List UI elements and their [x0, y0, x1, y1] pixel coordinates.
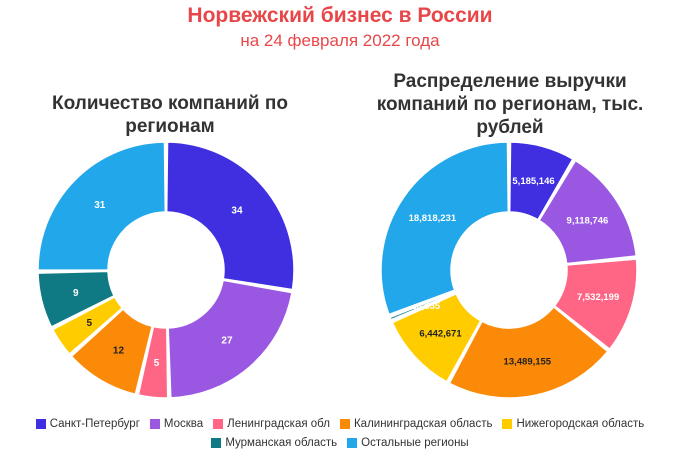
legend-swatch — [347, 437, 358, 448]
legend-label: Нижегородская область — [516, 417, 645, 430]
legend-item-murmansk[interactable]: Мурманская область — [211, 437, 337, 449]
legend: Санкт-Петербург Москва Ленинградская обл… — [0, 414, 680, 452]
slice-label-revenue-2: 7,532,199 — [577, 292, 619, 303]
slice-revenue-0[interactable] — [508, 141, 574, 221]
slice-label-revenue-6: 18,818,231 — [409, 213, 457, 224]
slice-label-companies-4: 5 — [86, 318, 92, 329]
slice-label-companies-2: 5 — [154, 358, 160, 369]
page-title: Норвежский бизнес в России — [187, 4, 493, 27]
legend-row-1: Санкт-Петербург Москва Ленинградская обл… — [0, 414, 680, 433]
slice-revenue-2[interactable] — [553, 258, 638, 351]
legend-item-moscow[interactable]: Москва — [149, 417, 204, 430]
legend-label: Остальные регионы — [361, 436, 469, 449]
slice-companies-2[interactable] — [137, 325, 169, 399]
donut-charts: 34 27 5 12 5 9 31 5,185,146 9,118,746 7,532,199 13… — [37, 141, 638, 399]
legend-swatch — [339, 418, 350, 429]
legend-label: Москва — [163, 417, 204, 430]
legend-item-nizhny[interactable]: Нижегородская область — [502, 418, 644, 430]
legend-item-kaliningrad[interactable]: Калининградская область — [339, 417, 493, 430]
slice-companies-5[interactable] — [37, 270, 116, 328]
slice-label-companies-6: 31 — [94, 200, 106, 211]
slice-companies-4[interactable] — [51, 296, 124, 356]
legend-label: Калининградская область — [353, 417, 493, 430]
legend-swatch — [211, 437, 222, 448]
page-subtitle: на 24 февраля 2022 года — [240, 31, 440, 50]
slice-revenue-1[interactable] — [538, 159, 638, 265]
legend-row-2: Мурманская область Остальные регионы — [0, 433, 680, 452]
legend-label: Мурманская область — [225, 436, 338, 449]
legend-item-leningrad[interactable]: Ленинградская обл — [213, 418, 330, 430]
slice-companies-0[interactable] — [165, 141, 295, 291]
slice-companies-6[interactable] — [37, 141, 167, 271]
legend-swatch — [35, 418, 46, 429]
slice-label-revenue-4: 6,442,671 — [419, 328, 462, 339]
slice-companies-3[interactable] — [70, 308, 154, 396]
chart-title-revenue: Распределение выручки компаний по регион… — [376, 71, 644, 138]
legend-item-spb[interactable]: Санкт-Петербург — [35, 417, 140, 430]
slice-companies-1[interactable] — [167, 279, 293, 399]
legend-label: Ленинградская обл — [227, 417, 330, 430]
legend-swatch — [149, 418, 160, 429]
slice-revenue-6[interactable] — [380, 141, 510, 316]
slice-label-companies-0: 34 — [231, 205, 243, 216]
slice-revenue-5[interactable] — [389, 290, 457, 321]
slice-revenue-4[interactable] — [391, 292, 482, 383]
slice-label-revenue-5: 426,855 — [406, 301, 441, 312]
slice-label-companies-3: 12 — [113, 345, 125, 356]
slice-revenue-3[interactable] — [448, 305, 609, 399]
slice-label-revenue-3: 13,489,155 — [504, 357, 552, 368]
slice-label-revenue-1: 9,118,746 — [567, 216, 609, 227]
chart-title-companies: Количество компаний по регионам — [52, 93, 288, 137]
legend-label: Санкт-Петербург — [49, 417, 140, 430]
legend-item-other[interactable]: Остальные регионы — [347, 437, 469, 449]
legend-swatch — [502, 418, 513, 429]
slice-label-companies-1: 27 — [221, 336, 233, 347]
legend-swatch — [213, 418, 224, 429]
slice-label-companies-5: 9 — [73, 288, 79, 299]
slice-label-revenue-0: 5,185,146 — [512, 176, 554, 187]
